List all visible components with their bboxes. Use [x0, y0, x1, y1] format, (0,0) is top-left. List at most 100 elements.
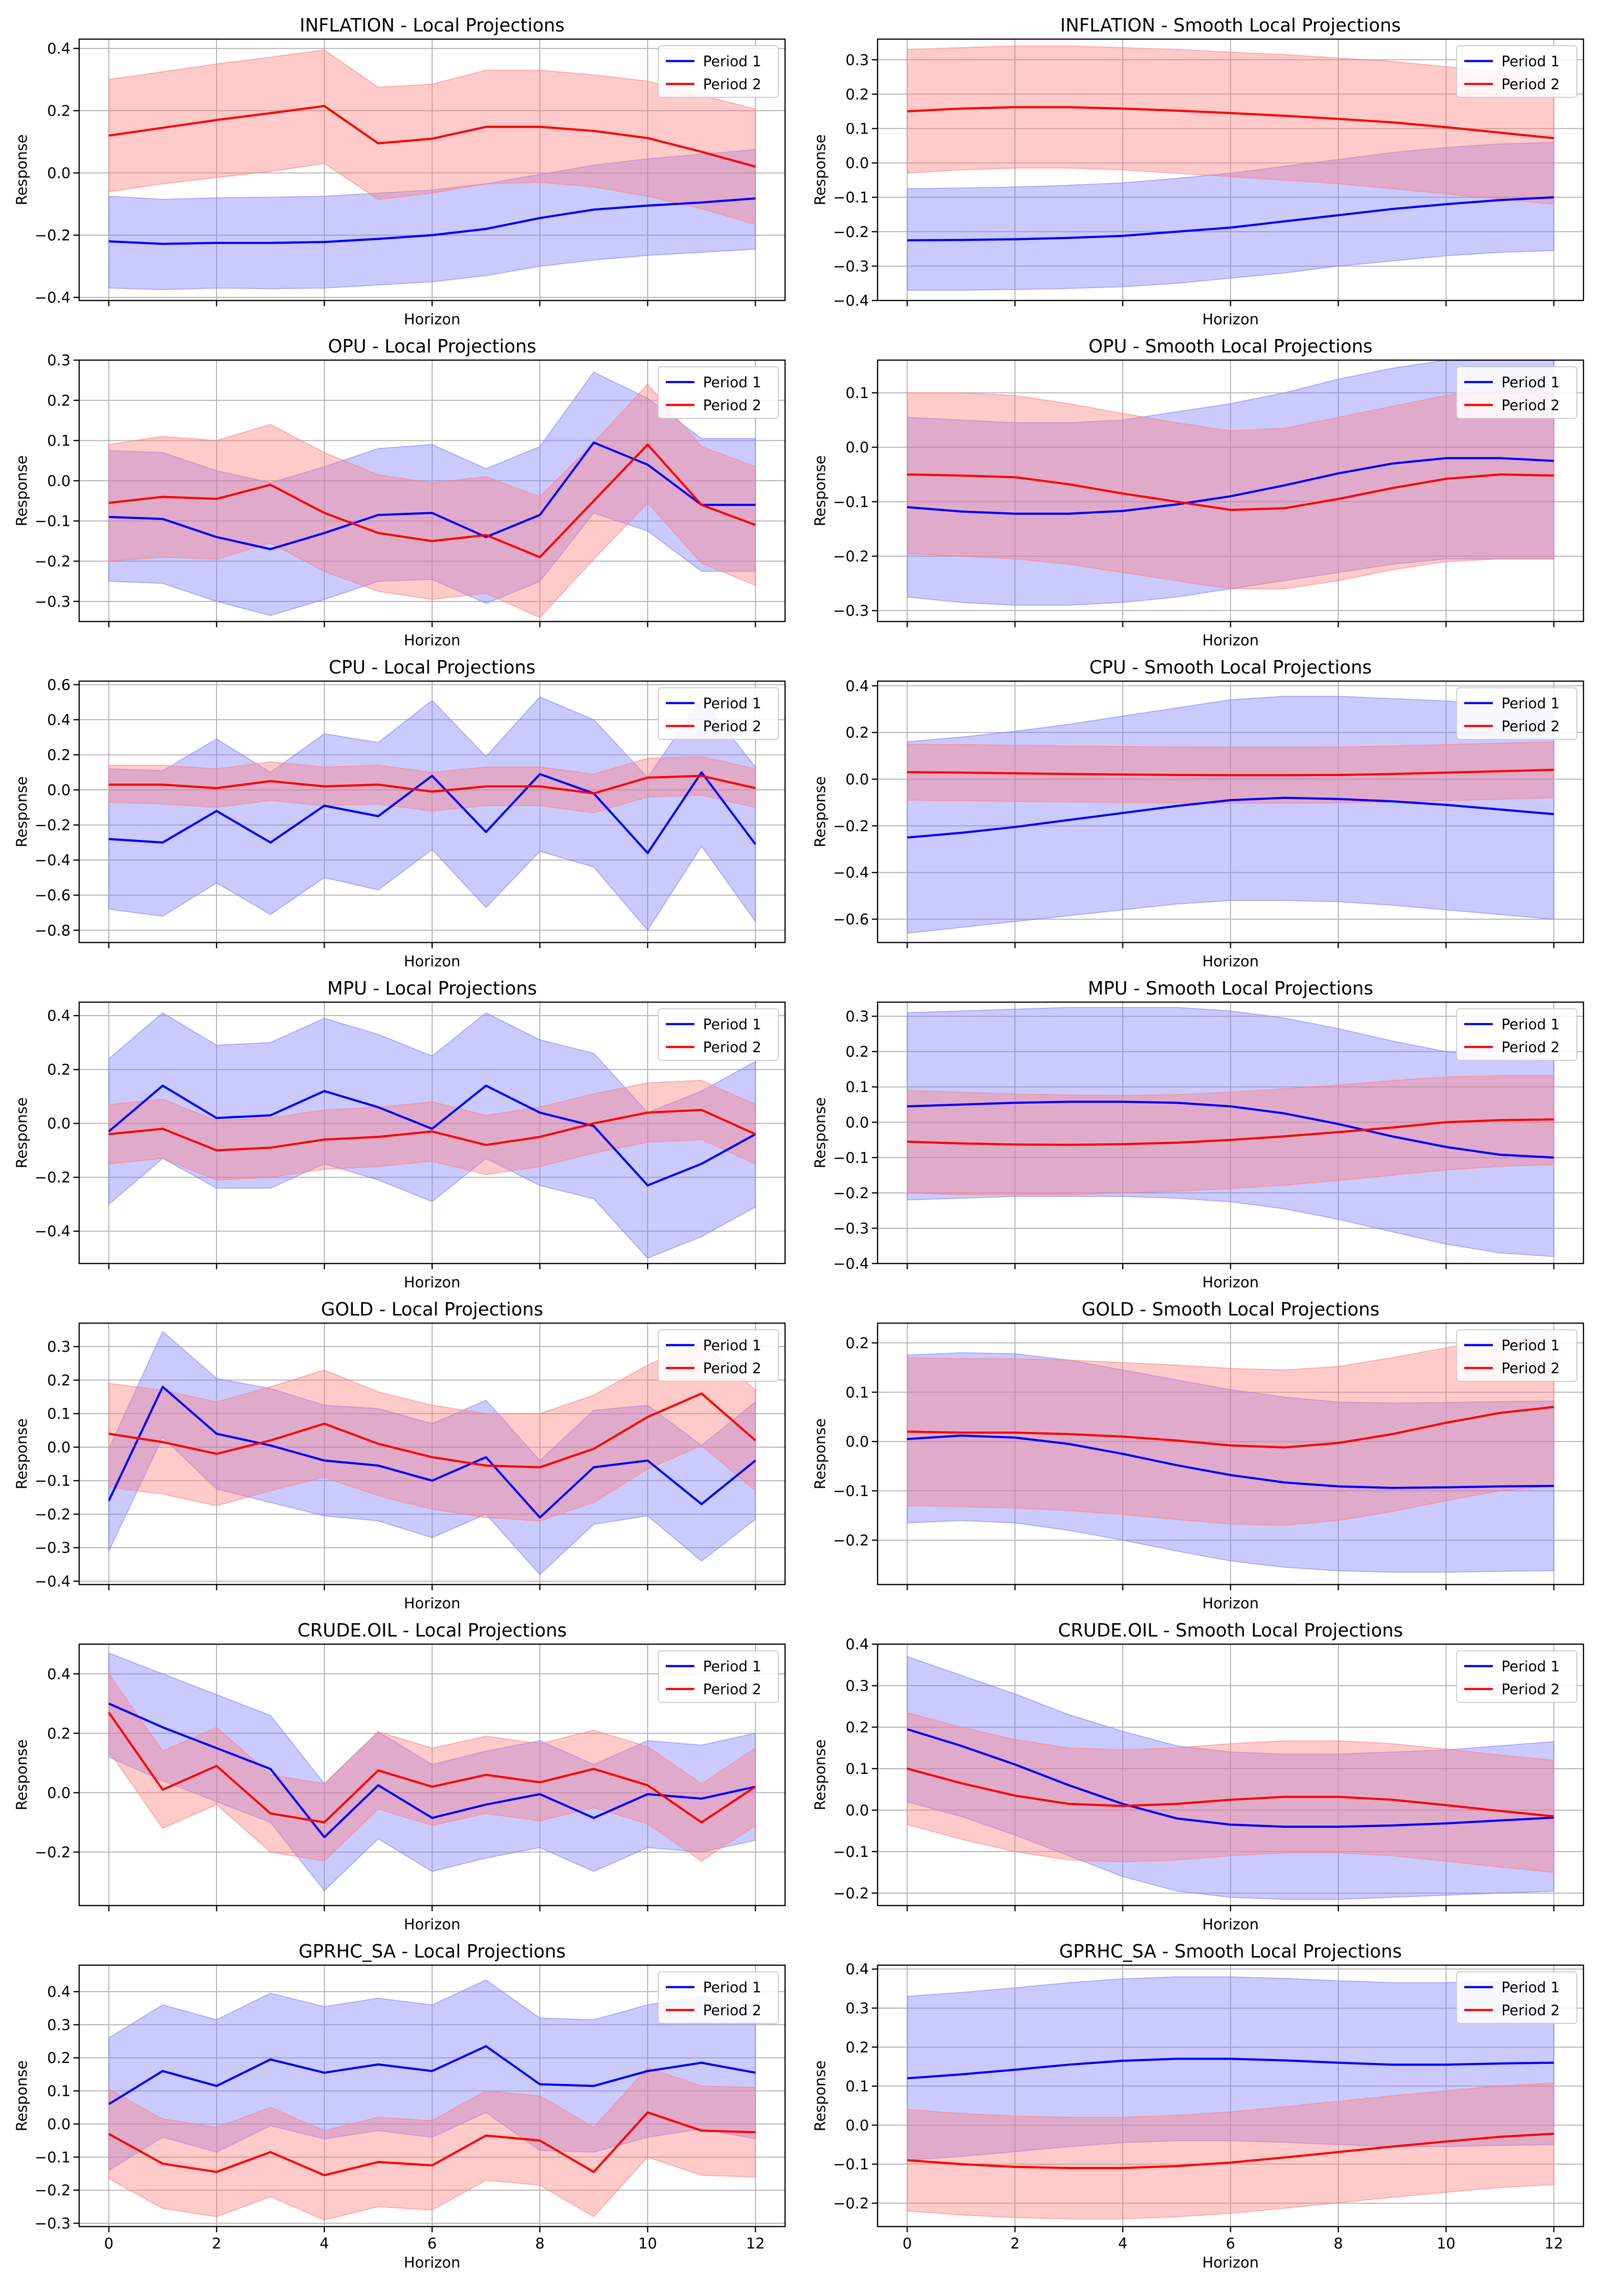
y-tick-label: −0.1: [833, 189, 869, 207]
series-line-period-1: [108, 2045, 756, 2105]
plot-area: [108, 1330, 756, 1575]
confidence-band-period-2: [907, 741, 1554, 804]
y-tick-label: 0.1: [846, 1079, 869, 1096]
series-line-period-2: [907, 1406, 1554, 1449]
y-tick-label: −0.4: [833, 864, 869, 881]
y-tick-label: −0.2: [833, 818, 869, 835]
y-tick-label: −0.2: [833, 1185, 869, 1202]
y-tick-label: 0.1: [47, 2083, 71, 2100]
y-axis-label: Response: [13, 777, 31, 848]
y-tick-label: 0.1: [846, 385, 869, 402]
y-tick-label: 0.0: [47, 1115, 71, 1132]
series-line-period-2: [907, 1767, 1554, 1818]
y-tick-label: 0.2: [47, 1372, 71, 1389]
legend: Period 1 Period 2: [658, 1329, 779, 1382]
y-tick-label: −0.2: [35, 1844, 71, 1861]
y-axis-label: Response: [13, 135, 31, 206]
y-tick-label: 0.1: [47, 1406, 71, 1423]
x-axis-label: Horizon: [1202, 1274, 1259, 1291]
confidence-band-period-1: [108, 1330, 756, 1575]
y-axis-label: Response: [13, 456, 31, 527]
y-tick-label: 0.1: [47, 433, 71, 450]
plot-area: [907, 1330, 1554, 1573]
plot-area: [108, 1979, 756, 2221]
y-tick-label: −0.3: [35, 1540, 71, 1557]
y-tick-label: −0.2: [833, 548, 869, 565]
y-tick-label: 0.6: [47, 676, 71, 694]
series-line-period-2: [907, 768, 1554, 777]
y-tick-label: −0.4: [35, 289, 71, 306]
y-tick-label: 0.2: [47, 392, 71, 409]
x-tick-label: 8: [535, 2235, 545, 2252]
plot-area: [907, 1656, 1554, 1900]
y-axis-label: Response: [13, 1098, 31, 1169]
confidence-band-period-2: [108, 1341, 756, 1522]
legend: Period 1 Period 2: [1456, 45, 1577, 98]
x-tick-label: 10: [638, 2235, 657, 2252]
y-tick-label: 0.0: [846, 439, 869, 456]
y-tick-label: −0.2: [35, 1506, 71, 1523]
y-axis-label: Response: [812, 456, 829, 527]
y-tick-label: 0.2: [846, 725, 869, 742]
y-axis-label: Response: [812, 1740, 829, 1811]
panel-cpu-smooth-local-projections: −0.6 −0.4 −0.2 0.0 0.2 0.4 Horizon Response CPU …: [812, 657, 1584, 970]
legend-label-period-2: Period 2: [703, 397, 761, 414]
series-line-period-1: [907, 2058, 1554, 2080]
y-axis-label: Response: [13, 1419, 31, 1490]
grid: [79, 1965, 785, 2227]
y-tick-label: 0.2: [47, 103, 71, 120]
series-line-period-1: [907, 1100, 1554, 1159]
legend-label-period-1: Period 1: [703, 374, 761, 391]
x-tick-label: 12: [746, 2235, 765, 2252]
confidence-band-period-1: [907, 1352, 1554, 1573]
chart-title: MPU - Smooth Local Projections: [1088, 978, 1373, 999]
chart-title: INFLATION - Local Projections: [300, 15, 564, 36]
legend-label-period-1: Period 1: [1501, 695, 1560, 712]
y-tick-label: 0.3: [846, 52, 869, 69]
legend-label-period-1: Period 1: [703, 1337, 761, 1354]
series-line-period-2: [907, 1118, 1554, 1146]
chart-title: MPU - Local Projections: [327, 978, 537, 999]
legend: Period 1 Period 2: [1456, 1008, 1577, 1061]
confidence-band-period-2: [907, 1075, 1554, 1195]
y-tick-label: −0.3: [833, 258, 869, 275]
x-axis-label: Horizon: [1202, 1595, 1259, 1612]
legend-label-period-2: Period 2: [703, 1681, 761, 1698]
y-tick-label: 0.3: [846, 1008, 869, 1026]
confidence-band-period-2: [108, 1079, 756, 1181]
y-tick-label: −0.1: [35, 2149, 71, 2166]
y-tick-label: 0.4: [846, 1961, 869, 1978]
y-tick-label: −0.4: [833, 292, 869, 310]
y-tick-label: 0.4: [846, 678, 869, 695]
panel-gold-local-projections: −0.4 −0.3 −0.2 −0.1 0.0 0.1 0.2 0.3 Horizon Respo…: [13, 1299, 786, 1612]
y-tick-label: 0.2: [47, 1061, 71, 1078]
y-tick-label: −0.2: [35, 227, 71, 244]
series-line-period-1: [907, 797, 1554, 839]
y-tick-label: 0.0: [47, 1439, 71, 1456]
legend-label-period-1: Period 1: [1501, 374, 1560, 391]
legend: Period 1 Period 2: [1456, 687, 1577, 740]
legend-label-period-1: Period 1: [703, 695, 761, 712]
y-tick-label: 0.4: [47, 1007, 71, 1025]
y-tick-label: −0.3: [833, 602, 869, 620]
series-line-period-2: [108, 2111, 755, 2176]
y-tick-label: −0.3: [35, 593, 71, 611]
confidence-band-period-2: [907, 1712, 1554, 1873]
y-tick-label: 0.2: [846, 1044, 869, 1061]
x-tick-label: 6: [1226, 2235, 1235, 2252]
legend-label-period-2: Period 2: [1501, 76, 1560, 93]
y-tick-label: 0.3: [47, 352, 71, 369]
confidence-band-period-2: [907, 2082, 1554, 2219]
legend: Period 1 Period 2: [1456, 1971, 1577, 2024]
y-tick-label: −0.6: [833, 911, 869, 928]
plot-area: [907, 695, 1554, 934]
y-tick-label: −0.4: [35, 852, 71, 869]
x-axis-label: Horizon: [404, 1274, 461, 1291]
y-tick-label: 0.4: [47, 712, 71, 729]
x-tick-label: 10: [1437, 2235, 1455, 2252]
chart-title: CPU - Local Projections: [329, 657, 535, 678]
y-tick-label: −0.1: [35, 513, 71, 530]
panel-mpu-local-projections: −0.4 −0.2 0.0 0.2 0.4 Horizon Response MPU - Lo…: [13, 978, 786, 1291]
y-tick-label: −0.2: [833, 1532, 869, 1549]
x-axis-label: Horizon: [1202, 311, 1259, 328]
